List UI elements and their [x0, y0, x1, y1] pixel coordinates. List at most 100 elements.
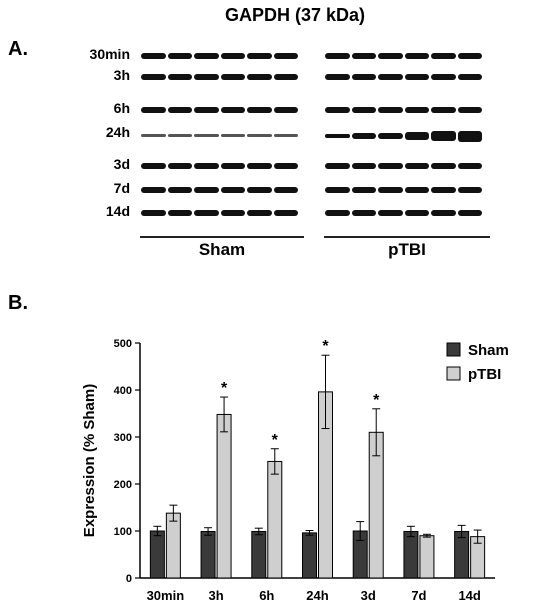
significance-marker: *: [221, 380, 228, 397]
blot-row-label: 3d: [113, 156, 130, 172]
blot-band: [194, 134, 219, 137]
blot-band: [247, 107, 272, 113]
bar-sham: [200, 530, 216, 579]
x-tick-label: 24h: [306, 588, 328, 603]
bar-sham: [251, 530, 267, 579]
y-axis-title: Expression (% Sham): [81, 384, 98, 537]
blot-band: [220, 107, 245, 113]
blot-band: [325, 107, 350, 113]
blot-band: [431, 187, 456, 193]
y-tick-label: 0: [126, 573, 132, 585]
blot-band: [141, 74, 166, 80]
ptbi-group-line: [324, 236, 490, 238]
blot-band: [404, 187, 429, 193]
blot-row-label: 14d: [105, 203, 130, 219]
blot-band: [247, 163, 272, 169]
x-tick-label: 30min: [147, 588, 185, 603]
x-tick-label: 3d: [361, 588, 376, 603]
panel-label-b: B.: [8, 292, 28, 314]
blot-band: [431, 131, 456, 141]
blot-band: [141, 187, 166, 193]
blot-band: [247, 210, 272, 216]
legend-swatch: [446, 366, 461, 381]
blot-row-label: 3h: [113, 67, 130, 83]
x-tick-label: 6h: [259, 588, 274, 603]
blot-row-label: 30min: [89, 46, 130, 62]
blot-band: [247, 134, 272, 137]
blot-band: [457, 163, 482, 169]
blot-band: [457, 210, 482, 216]
bar-ptbi: [267, 460, 283, 579]
y-tick-label: 400: [114, 385, 132, 397]
blot-band: [220, 53, 245, 59]
blot-band: [325, 53, 350, 59]
blot-band: [404, 163, 429, 169]
blot-band: [220, 187, 245, 193]
bar-sham: [302, 532, 317, 579]
blot-band: [141, 163, 166, 169]
blot-band: [378, 107, 403, 113]
blot-band: [404, 107, 429, 113]
blot-band: [194, 187, 219, 193]
blot-band: [351, 163, 376, 169]
blot-band: [431, 74, 456, 80]
blot-band: [378, 210, 403, 216]
blot-band: [273, 74, 298, 80]
blot-band: [220, 134, 245, 137]
blot-band: [167, 187, 192, 193]
blot-band: [141, 53, 166, 59]
blot-band: [273, 163, 298, 169]
blot-band: [273, 134, 298, 137]
blot-band: [325, 210, 350, 216]
blot-band: [404, 131, 429, 141]
sham-group-line: [140, 236, 304, 238]
significance-marker: *: [272, 432, 279, 449]
blot-band: [457, 130, 482, 142]
bar-sham: [149, 530, 165, 579]
blot-band: [273, 53, 298, 59]
blot-band: [351, 133, 376, 139]
legend-swatch: [446, 342, 461, 357]
blot-band: [457, 53, 482, 59]
blot-band: [167, 74, 192, 80]
blot-band: [141, 210, 166, 216]
blot-band: [141, 134, 166, 137]
blot-band: [247, 187, 272, 193]
blot-band: [247, 74, 272, 80]
x-tick-label: 7d: [411, 588, 426, 603]
blot-band: [167, 163, 192, 169]
blot-band: [404, 53, 429, 59]
blot-row-label: 24h: [105, 124, 130, 140]
blot-band: [167, 107, 192, 113]
x-tick-label: 14d: [458, 588, 480, 603]
blot-band: [325, 187, 350, 193]
blot-band: [378, 187, 403, 193]
bar-ptbi: [216, 413, 232, 579]
blot-band: [220, 210, 245, 216]
blot-band: [273, 187, 298, 193]
x-tick-label: 3h: [208, 588, 223, 603]
y-tick-label: 500: [114, 338, 132, 350]
blot-band: [273, 210, 298, 216]
blot-band: [431, 53, 456, 59]
significance-marker: *: [373, 392, 380, 409]
blot-band: [431, 210, 456, 216]
bar-ptbi: [165, 512, 181, 579]
panel-label-a: A.: [8, 38, 28, 60]
y-tick-label: 200: [114, 479, 132, 491]
blot-band: [351, 187, 376, 193]
blot-group-label-sham: Sham: [198, 240, 246, 259]
legend-label: Sham: [468, 342, 509, 359]
blot-band: [378, 132, 403, 140]
blot-band: [220, 74, 245, 80]
blot-band: [325, 74, 350, 80]
blot-band: [431, 107, 456, 113]
blot-band: [194, 107, 219, 113]
blot-group-label-ptbi: pTBI: [388, 240, 426, 259]
blot-band: [378, 53, 403, 59]
blot-band: [220, 163, 245, 169]
blot-band: [351, 210, 376, 216]
significance-marker: *: [322, 338, 329, 355]
blot-band: [194, 74, 219, 80]
blot-band: [167, 53, 192, 59]
